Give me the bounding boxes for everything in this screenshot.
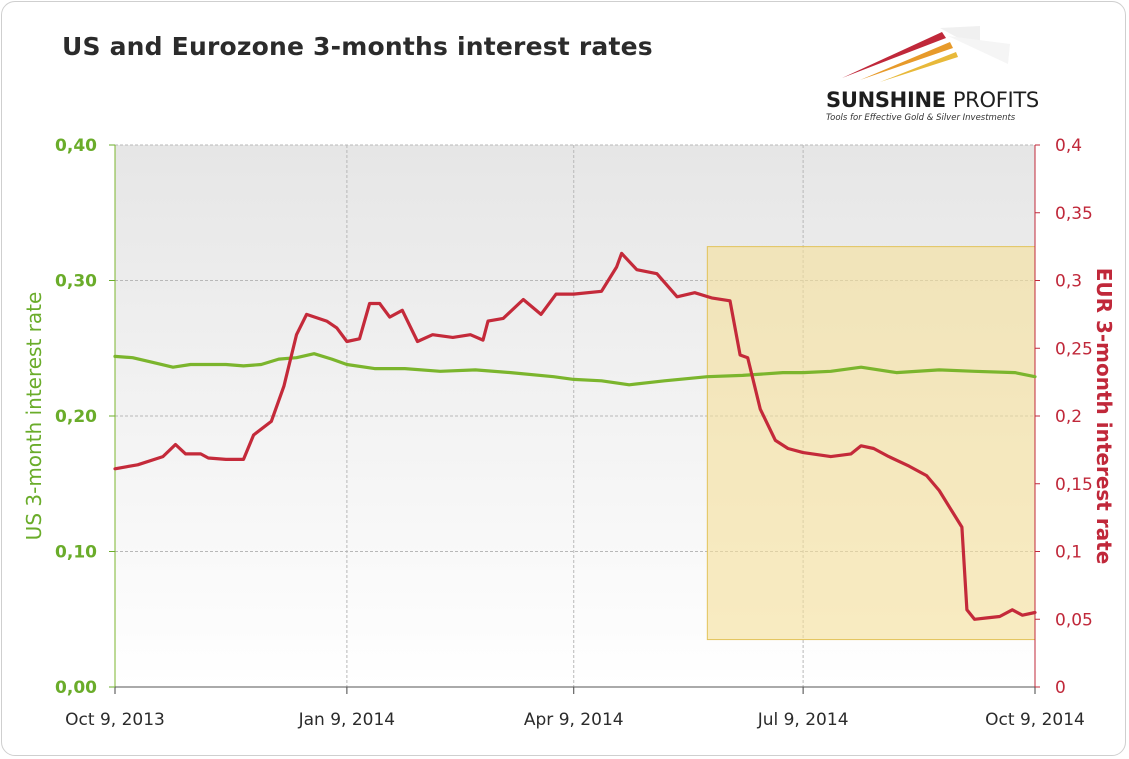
y-left-tick-label: 0,00 (55, 678, 97, 698)
logo-name: SUNSHINE PROFITS (826, 88, 1039, 112)
y-right-tick-label: 0,35 (1055, 204, 1093, 224)
y-right-tick-label: 0,25 (1055, 339, 1093, 359)
y-axis-right-label: EUR 3-month interest rate (1092, 268, 1116, 565)
x-tick-label: Jan 9, 2014 (298, 710, 396, 730)
logo-tagline: Tools for Effective Gold & Silver Invest… (826, 113, 1016, 123)
highlight-rect (706, 246, 1036, 641)
series-line-left (113, 352, 1037, 387)
logo-rays-icon (842, 26, 1010, 82)
x-tick-label: Jul 9, 2014 (757, 710, 849, 730)
y-right-tick-label: 0,2 (1055, 407, 1082, 427)
y-right-tick-label: 0 (1055, 678, 1066, 698)
series-line-right (113, 251, 1037, 621)
x-tick-label: Oct 9, 2014 (985, 710, 1085, 730)
chart-title: US and Eurozone 3-months interest rates (62, 32, 653, 61)
x-tick-label: Oct 9, 2013 (65, 710, 165, 730)
logo-name-thin: PROFITS (952, 88, 1039, 112)
y-right-tick-label: 0,3 (1055, 272, 1082, 292)
sunshine-profits-logo: SUNSHINE PROFITS Tools for Effective Gol… (820, 20, 1050, 130)
y-left-tick-label: 0,40 (55, 136, 97, 156)
y-left-tick-label: 0,10 (55, 543, 97, 563)
y-right-tick-label: 0,4 (1055, 136, 1082, 156)
y-left-tick-label: 0,30 (55, 272, 97, 292)
y-right-tick-label: 0,05 (1055, 610, 1093, 630)
y-axis-left-label: US 3-month interest rate (22, 292, 46, 541)
logo-name-bold: SUNSHINE (826, 88, 946, 112)
y-right-tick-label: 0,1 (1055, 543, 1082, 563)
y-right-tick-label: 0,15 (1055, 475, 1093, 495)
x-tick-label: Apr 9, 2014 (524, 710, 624, 730)
axes (109, 144, 1040, 694)
y-left-tick-label: 0,20 (55, 407, 97, 427)
highlight-box (706, 246, 1036, 641)
series-layer (113, 251, 1037, 621)
